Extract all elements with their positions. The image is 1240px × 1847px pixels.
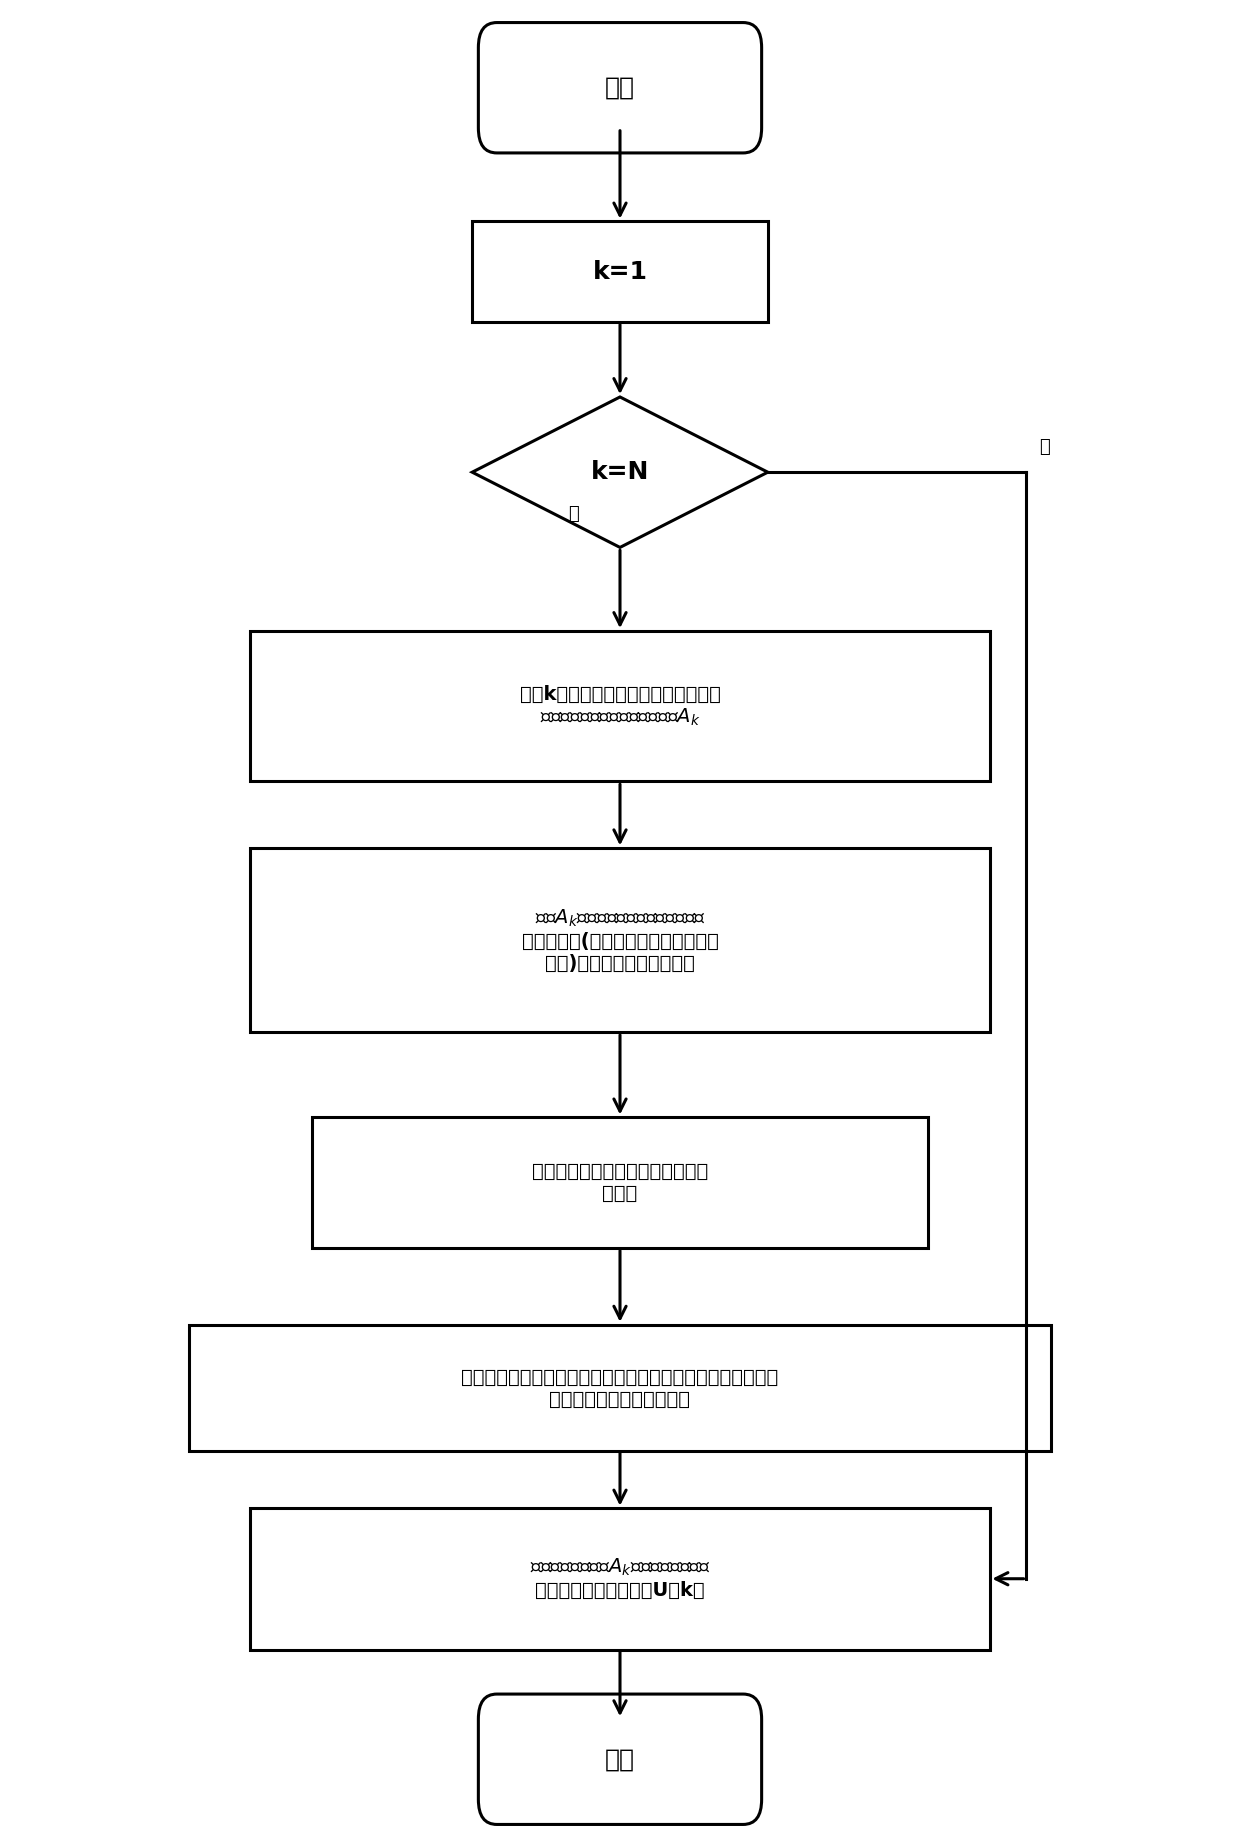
Text: 在第k时间段，动态聚合器中一组在线
车辆按拔出时间进行排序，记为$A_k$: 在第k时间段，动态聚合器中一组在线 车辆按拔出时间进行排序，记为$A_k$ xyxy=(520,685,720,728)
Text: 读取变压器负荷（除去插入式电动
汽车）: 读取变压器负荷（除去插入式电动 汽车） xyxy=(532,1162,708,1202)
Bar xyxy=(312,1117,928,1249)
Bar xyxy=(250,632,990,781)
Bar xyxy=(250,1507,990,1649)
Text: 结束: 结束 xyxy=(605,1747,635,1771)
Text: 聚合器优化器在剩余时间步长的基础上根据变压器负载计算插
入式电动汽车的最佳充电値: 聚合器优化器在剩余时间步长的基础上根据变压器负载计算插 入式电动汽车的最佳充电値 xyxy=(461,1367,779,1409)
Text: 否: 否 xyxy=(1039,438,1050,456)
Text: k=N: k=N xyxy=(590,460,650,484)
Bar xyxy=(472,222,768,321)
Bar xyxy=(250,848,990,1032)
Text: 测量$A_k$组中每个可用插入式电动汽车
的运行数据(包括电池充电状态和拔出
时间)，并将其发送给优化器: 测量$A_k$组中每个可用插入式电动汽车 的运行数据(包括电池充电状态和拔出 时… xyxy=(522,907,718,973)
Text: k=1: k=1 xyxy=(593,260,647,284)
Bar xyxy=(188,1326,1052,1452)
Polygon shape xyxy=(472,397,768,547)
Text: 是: 是 xyxy=(568,504,579,523)
FancyBboxPatch shape xyxy=(479,1694,761,1825)
Text: 开始: 开始 xyxy=(605,76,635,100)
FancyBboxPatch shape xyxy=(479,22,761,153)
Text: 采用模糊控制器在$A_k$中的插电式电动汽
车分配上一步计算出的U（k）: 采用模糊控制器在$A_k$中的插电式电动汽 车分配上一步计算出的U（k） xyxy=(529,1557,711,1600)
